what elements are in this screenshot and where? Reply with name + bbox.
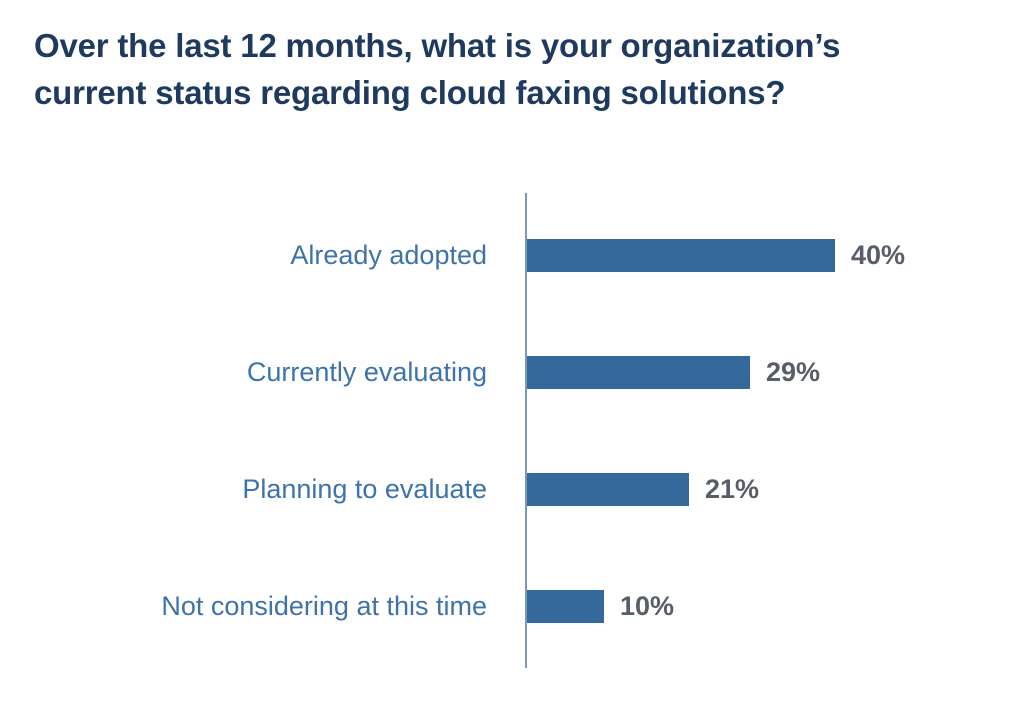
category-label: Already adopted (290, 239, 487, 270)
category-label: Not considering at this time (161, 590, 487, 621)
page-title: Over the last 12 months, what is your or… (34, 22, 994, 116)
chart-row: Planning to evaluate 21% (0, 472, 1024, 506)
bar (527, 589, 604, 623)
value-label: 29% (766, 356, 821, 387)
page-title-line-1: Over the last 12 months, what is your or… (34, 27, 841, 64)
value-label: 21% (705, 473, 760, 504)
chart-row: Already adopted 40% (0, 238, 1024, 272)
page-title-line-2: current status regarding cloud faxing so… (34, 74, 786, 111)
bar (527, 355, 750, 389)
bar (527, 238, 835, 272)
value-label: 10% (620, 590, 675, 621)
value-label: 40% (851, 239, 906, 270)
category-label: Currently evaluating (246, 356, 487, 387)
bar (527, 472, 689, 506)
bar-chart: Already adopted 40% Currently evaluating 29… (0, 193, 1024, 668)
chart-row: Currently evaluating 29% (0, 355, 1024, 389)
chart-row: Not considering at this time 10% (0, 589, 1024, 623)
category-label: Planning to evaluate (242, 473, 487, 504)
y-axis-line (525, 193, 527, 668)
